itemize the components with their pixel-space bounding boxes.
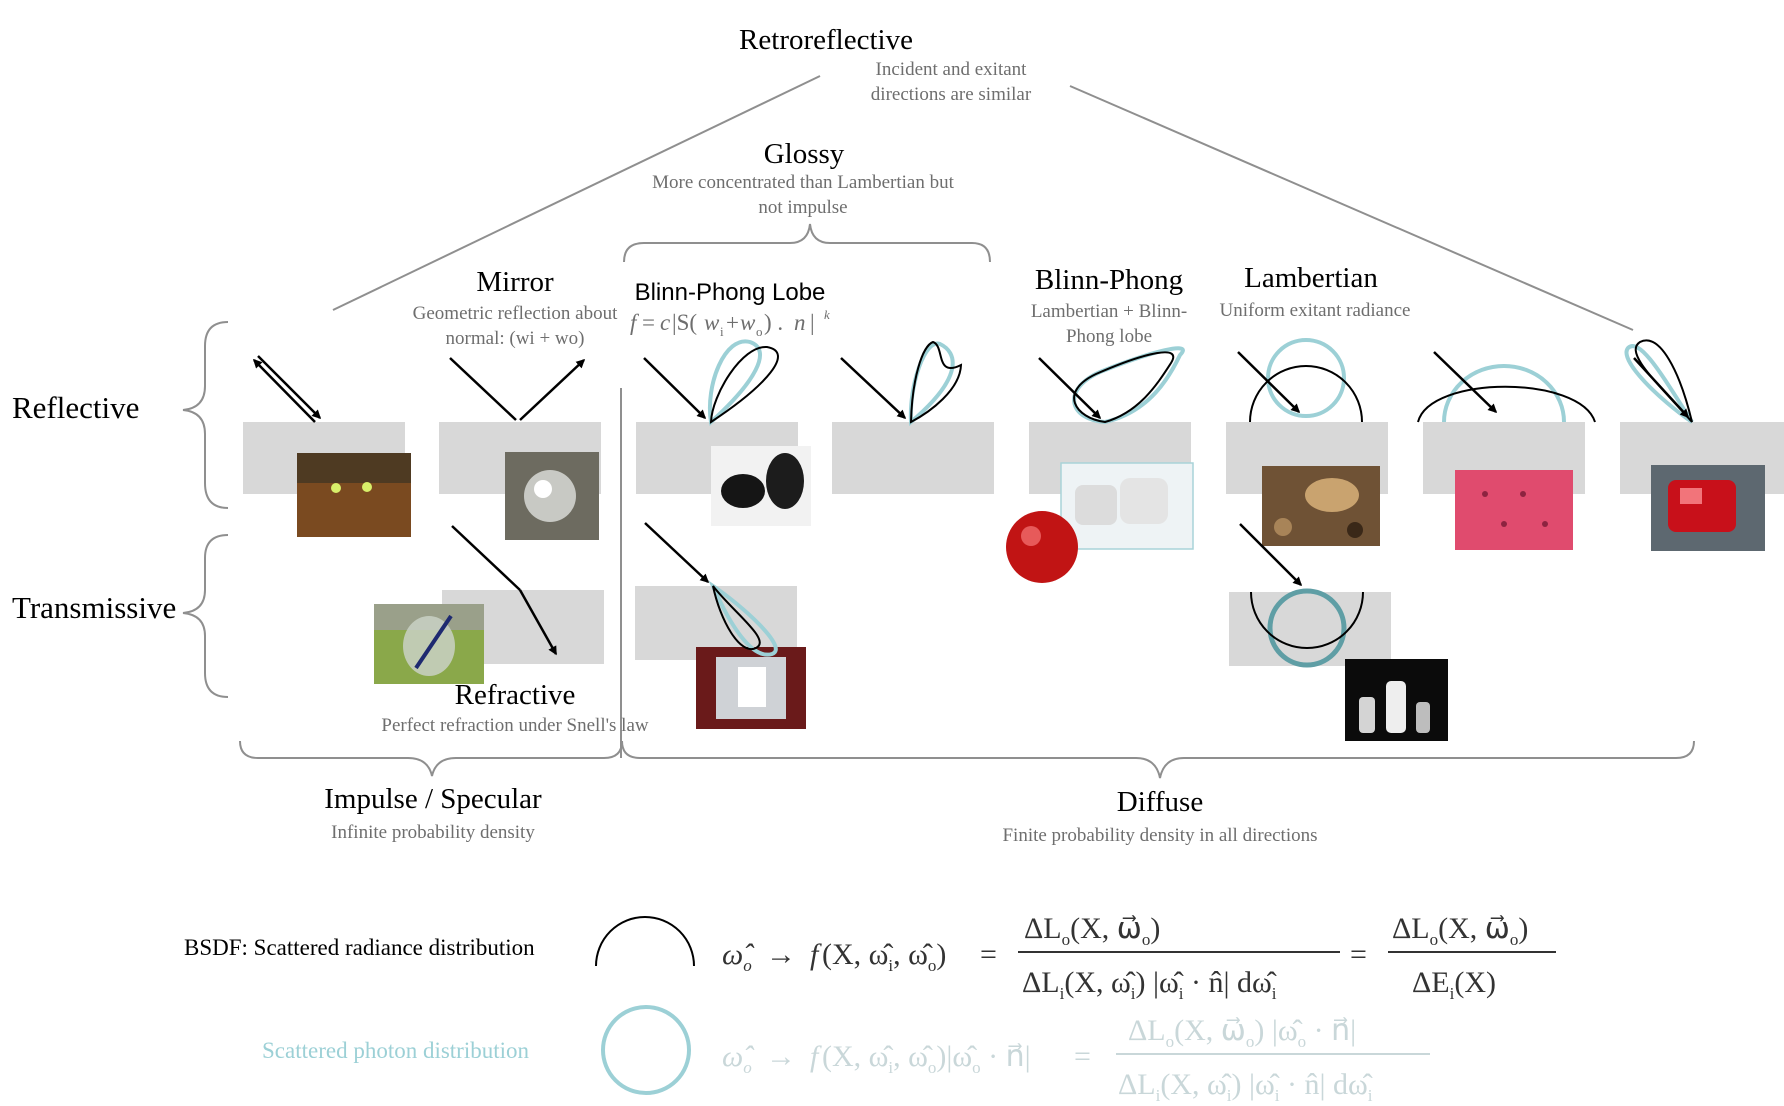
- bsdf-formula: ω̂o → f (X, ω̂i, ω̂o) = ΔLo(X, ω⃗o) ΔLi(…: [722, 912, 1556, 1003]
- svg-text:k: k: [824, 307, 830, 322]
- photo-pink-fabric: [1455, 470, 1573, 550]
- mirror-rays: [449, 357, 586, 421]
- photo-frosted-glass: [696, 647, 806, 729]
- diffuse-description: Finite probability density in all direct…: [1002, 825, 1318, 846]
- blinn-phong-lobe: [1038, 346, 1185, 425]
- legend-bsdf-icon: [595, 916, 695, 967]
- impulse-description: Infinite probability density: [331, 822, 535, 843]
- svg-text:ΔLi(X, ω̂i) |ω̂i · n̂| dω̂i: ΔLi(X, ω̂i) |ω̂i · n̂| dω̂i: [1118, 1068, 1373, 1105]
- blinn-phong-description: Lambertian + Blinn-Phong lobe: [1030, 301, 1188, 347]
- svg-text:(X, ω̂i, ω̂o): (X, ω̂i, ω̂o): [822, 938, 946, 975]
- svg-text:ω̂o: ω̂o: [722, 1040, 755, 1077]
- svg-text:=: =: [642, 310, 655, 335]
- lambertian-transmissive-lobe: [1239, 523, 1364, 668]
- surface-glossy-2: [832, 422, 994, 494]
- svg-text:ΔLi(X, ω̂i) |ω̂i · n̂| dω̂i: ΔLi(X, ω̂i) |ω̂i · n̂| dω̂i: [1022, 966, 1277, 1003]
- svg-text:w: w: [704, 310, 720, 335]
- mirror-title: Mirror: [476, 266, 554, 298]
- svg-text:) .: ) .: [764, 310, 783, 335]
- photo-glass-cup: [374, 604, 484, 684]
- photo-chess-pieces: [1345, 659, 1448, 741]
- reflective-brace: [182, 321, 229, 509]
- glossy-description: More concentrated than Lambertian but no…: [652, 172, 954, 218]
- svg-text:ΔLo(X, ω⃗o) |ω̂o · n⃗|: ΔLo(X, ω⃗o) |ω̂o · n⃗|: [1128, 1014, 1356, 1051]
- reflective-row-label: Reflective: [12, 390, 140, 425]
- impulse-brace: [239, 740, 623, 777]
- transmissive-row-label: Transmissive: [12, 590, 177, 625]
- impulse-title: Impulse / Specular: [324, 783, 542, 815]
- blinn-phong-lobe-title: Blinn-Phong Lobe: [634, 279, 826, 306]
- photo-obsidian: [711, 446, 811, 526]
- svg-text:o: o: [756, 324, 763, 339]
- svg-text:w: w: [740, 310, 756, 335]
- refraction-rays: [451, 525, 558, 656]
- blinn-phong-lobe-formula: f = c |S( w i + w o ) . n | k: [630, 307, 830, 339]
- svg-text:f: f: [630, 310, 640, 335]
- photo-mirror-ball: [505, 452, 599, 540]
- svg-text:(X, ω̂i, ω̂o)|ω̂o · n⃗|: (X, ω̂i, ω̂o)|ω̂o · n⃗|: [822, 1040, 1031, 1077]
- svg-text:f: f: [810, 1040, 822, 1073]
- glossy-transmissive-lobe: [644, 522, 778, 657]
- svg-text:=: =: [1074, 1040, 1091, 1073]
- legend-photon-icon: [601, 1005, 691, 1095]
- legend-bsdf-label: BSDF: Scattered radiance distribution: [184, 935, 535, 960]
- lambertian-title: Lambertian: [1244, 262, 1378, 294]
- diffuse-brace: [621, 740, 1695, 779]
- svg-text:ω̂o: ω̂o: [722, 938, 755, 975]
- svg-text:=: =: [1350, 938, 1367, 971]
- retroreflective-roof-lines: [332, 75, 1634, 331]
- photo-taillight: [1651, 465, 1765, 551]
- svg-text:ΔEi(X): ΔEi(X): [1412, 966, 1496, 1003]
- transmissive-surfaces: [442, 586, 1391, 666]
- glossy-lobe-1: [643, 339, 779, 426]
- svg-text:|: |: [810, 310, 815, 335]
- svg-text:→: →: [766, 1040, 796, 1073]
- legend-photon-label: Scattered photon distribution: [262, 1038, 530, 1063]
- photon-formula: ω̂o → f (X, ω̂i, ω̂o)|ω̂o · n⃗| = ΔLo(X,…: [722, 1014, 1430, 1105]
- svg-text:+: +: [726, 310, 739, 335]
- lambertian-lobe: [1237, 338, 1363, 423]
- blinn-phong-title: Blinn-Phong: [1034, 264, 1184, 296]
- diffuse-wide-lobe: [1417, 351, 1596, 423]
- diffuse-title: Diffuse: [1116, 786, 1204, 818]
- mirror-description: Geometric reflection about normal: (wi +…: [412, 303, 618, 349]
- svg-text:|S(: |S(: [672, 310, 697, 335]
- photo-pipes-apple: [1006, 462, 1194, 583]
- svg-text:i: i: [720, 324, 724, 339]
- lambertian-description: Uniform exitant radiance: [1219, 300, 1411, 321]
- transmissive-brace: [182, 534, 229, 698]
- svg-text:=: =: [980, 938, 997, 971]
- svg-text:ΔLo(X, ω⃗o): ΔLo(X, ω⃗o): [1392, 912, 1528, 949]
- svg-text:c: c: [660, 310, 670, 335]
- svg-text:→: →: [766, 938, 796, 971]
- retroreflective-title: Retroreflective: [739, 24, 913, 56]
- photo-pebbles: [1262, 466, 1380, 546]
- glossy-brace: [623, 223, 991, 263]
- photo-cat: [297, 453, 411, 537]
- retroreflective-glossy-lobe: [1624, 339, 1694, 424]
- glossy-lobe-2: [840, 340, 963, 427]
- refractive-title: Refractive: [454, 679, 576, 711]
- svg-text:n: n: [794, 310, 806, 335]
- svg-text:f: f: [810, 938, 822, 971]
- glossy-title: Glossy: [763, 138, 845, 170]
- svg-text:ΔLo(X, ω⃗o): ΔLo(X, ω⃗o): [1024, 912, 1160, 949]
- refractive-description: Perfect refraction under Snell's law: [381, 715, 649, 736]
- surface-lambertian-transmissive: [1229, 592, 1391, 666]
- retroreflective-description: Incident and exitant directions are simi…: [870, 59, 1032, 105]
- retroreflective-impulse-rays: [252, 355, 322, 423]
